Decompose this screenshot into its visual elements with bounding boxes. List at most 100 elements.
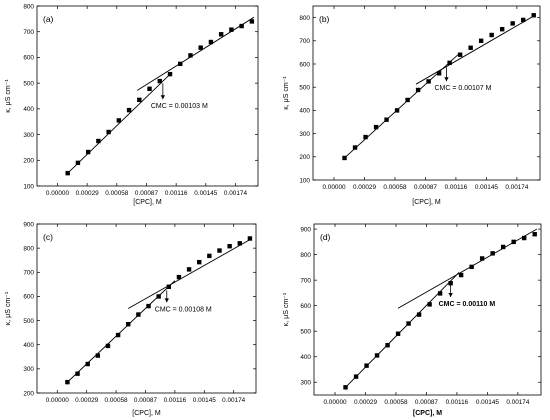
- y-tick-label: 700: [23, 270, 34, 277]
- y-tick-label: 600: [300, 303, 311, 310]
- data-point: [186, 267, 192, 272]
- y-tick-label: 800: [300, 252, 311, 259]
- x-axis-label: [CPC], M: [412, 199, 441, 206]
- fit-line-postmicellar: [397, 228, 538, 309]
- data-point: [136, 312, 141, 317]
- data-point: [147, 86, 152, 91]
- data-point: [374, 353, 380, 358]
- fit-line-postmicellar: [128, 238, 253, 309]
- y-tick-label: 400: [299, 108, 310, 115]
- data-point: [385, 343, 390, 348]
- data-point: [157, 78, 162, 84]
- y-tick-label: 700: [300, 277, 311, 284]
- x-tick-label: 0.00029: [354, 399, 378, 406]
- x-axis-label: [CPC], M: [132, 410, 161, 417]
- y-tick-label: 300: [300, 380, 311, 387]
- data-point: [75, 371, 80, 376]
- fit-line-postmicellar: [415, 14, 537, 85]
- y-tick-label: 600: [23, 294, 34, 301]
- data-point: [85, 149, 91, 155]
- data-point: [384, 117, 389, 122]
- data-point: [115, 332, 121, 338]
- data-point: [469, 264, 474, 270]
- data-point: [229, 27, 234, 32]
- panel-c: 0.00000 0.00029 0.00058 0.00087 0.00116 0.001…: [5, 221, 257, 417]
- data-point: [249, 19, 255, 24]
- data-point: [106, 129, 111, 135]
- data-point: [126, 321, 131, 327]
- data-point: [468, 45, 473, 50]
- data-point: [395, 331, 401, 336]
- fit-line-premicellar: [67, 72, 173, 174]
- data-point: [105, 343, 111, 349]
- plot-frame: [36, 223, 257, 394]
- panel-label: (d): [320, 232, 331, 242]
- data-point: [96, 138, 101, 144]
- x-tick-label: 0.00116: [164, 397, 187, 404]
- data-point: [126, 107, 132, 113]
- data-point: [353, 374, 359, 379]
- panel-label: (b): [319, 14, 330, 24]
- x-tick-label: 0.00000: [46, 190, 70, 197]
- data-point: [237, 241, 242, 246]
- fit-line-postmicellar: [137, 16, 255, 91]
- x-tick-label: 0.00174: [224, 190, 248, 197]
- x-axis-label: [CPC], M: [413, 410, 442, 417]
- data-point: [364, 363, 369, 368]
- data-point: [478, 38, 484, 43]
- x-tick-label: 0.00000: [46, 397, 70, 404]
- data-point: [510, 21, 515, 26]
- y-tick-label: 300: [23, 132, 34, 139]
- x-tick-label: 0.00000: [322, 184, 346, 191]
- data-point: [447, 60, 452, 66]
- data-point: [499, 27, 505, 32]
- x-tick-label: 0.00145: [475, 184, 499, 191]
- data-point: [363, 134, 368, 140]
- data-point: [208, 39, 214, 45]
- y-axis-label: κ, μS cm⁻¹: [283, 76, 290, 110]
- data-point: [156, 294, 161, 299]
- data-point: [167, 71, 173, 77]
- x-tick-label: 0.00174: [506, 399, 530, 406]
- data-point: [176, 274, 182, 280]
- data-point: [520, 17, 526, 23]
- y-tick-label: 600: [299, 61, 310, 68]
- data-point: [75, 160, 81, 166]
- x-axis-label: [CPC], M: [133, 199, 162, 206]
- x-tick-label: 0.00000: [323, 399, 347, 406]
- data-point: [427, 302, 432, 307]
- data-point: [343, 385, 348, 390]
- cmc-annotation: CMC = 0.00108 M: [155, 306, 212, 313]
- y-tick-label: 700: [299, 38, 310, 45]
- data-point: [489, 32, 494, 38]
- data-point: [85, 361, 90, 367]
- panel-label: (c): [43, 232, 53, 242]
- panel-b: 0.00000 0.00029 0.00058 0.00087 0.00116 0.001…: [283, 5, 541, 206]
- data-point: [437, 291, 443, 296]
- data-point: [137, 97, 142, 103]
- y-tick-label: 500: [23, 80, 34, 87]
- plot-frame: [312, 5, 541, 181]
- y-tick-label: 200: [299, 154, 310, 161]
- y-tick-label: 500: [299, 85, 310, 92]
- data-point: [65, 379, 70, 385]
- y-tick-label: 800: [299, 15, 310, 22]
- data-point: [436, 71, 442, 76]
- data-point: [217, 248, 222, 253]
- x-tick-label: 0.00087: [414, 184, 438, 191]
- x-tick-label: 0.00058: [105, 190, 129, 197]
- data-point: [511, 239, 516, 245]
- data-point: [342, 155, 347, 161]
- y-tick-label: 700: [23, 29, 34, 36]
- data-point: [188, 53, 193, 58]
- cmc-arrow-head: [448, 293, 453, 297]
- x-tick-label: 0.00087: [415, 399, 439, 406]
- data-point: [479, 256, 485, 261]
- data-point: [146, 303, 151, 309]
- data-point: [178, 61, 183, 67]
- data-point: [95, 353, 101, 358]
- data-point: [227, 244, 232, 249]
- data-point: [415, 87, 421, 93]
- data-point: [490, 251, 495, 256]
